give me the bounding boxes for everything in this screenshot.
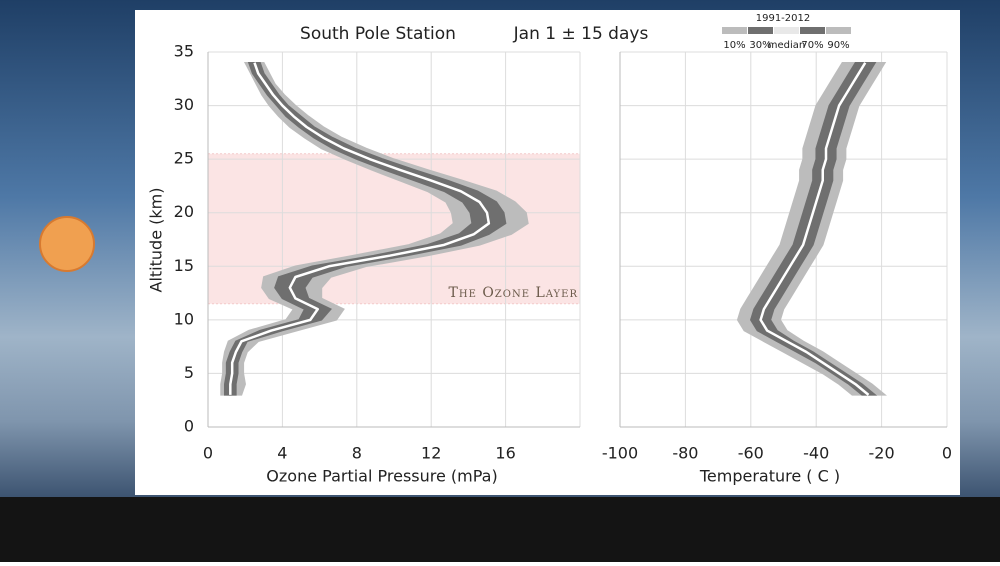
legend-label: 10% [723,40,745,51]
x-tick-label: -40 [803,444,829,463]
median-line [229,62,491,395]
percentile-band [223,61,507,396]
chart-title: South Pole Station [300,24,456,44]
legend-swatch [800,27,825,34]
x-tick-label: -20 [869,444,895,463]
chart-subtitle: Jan 1 ± 15 days [513,24,649,44]
legend-title: 1991-2012 [756,13,811,24]
y-tick-label: 30 [174,95,194,114]
y-tick-label: 35 [174,42,194,61]
x-tick-label: 0 [942,444,952,463]
bottom-bar [0,497,1000,562]
annotation: The Ozone Layer [449,285,578,301]
y-tick-label: 0 [184,417,194,436]
y-axis-title: Altitude (km) [147,188,166,293]
x-tick-label: -100 [602,444,638,463]
x-tick-label: -60 [738,444,764,463]
legend-label: median [768,40,806,51]
y-tick-label: 25 [174,149,194,168]
x-tick-label: 4 [277,444,287,463]
legend-label: 90% [827,40,849,51]
percentile-band [749,61,878,396]
sun [39,216,95,272]
x-axis-title: Ozone Partial Pressure (mPa) [266,467,497,486]
x-tick-label: -80 [672,444,698,463]
y-tick-label: 15 [174,256,194,275]
x-tick-label: 0 [203,444,213,463]
legend-label: 30% [749,40,771,51]
legend-swatch [722,27,747,34]
legend-label: 70% [801,40,823,51]
x-axis-title: Temperature ( C ) [699,467,840,486]
plots: 0 5 10 15 20 25 30 35 0 4 8 12 16 The Ozone Layer 10% 3… [174,27,952,463]
legend-swatch [826,27,851,34]
y-tick-label: 10 [174,309,194,328]
x-tick-label: 16 [495,444,515,463]
percentile-band [220,61,529,396]
x-tick-label: 8 [352,444,362,463]
y-tick-label: 20 [174,202,194,221]
legend-swatch [774,27,799,34]
y-tick-label: 5 [184,363,194,382]
x-tick-label: 12 [421,444,441,463]
legend-swatch [748,27,773,34]
median-line [759,62,870,396]
